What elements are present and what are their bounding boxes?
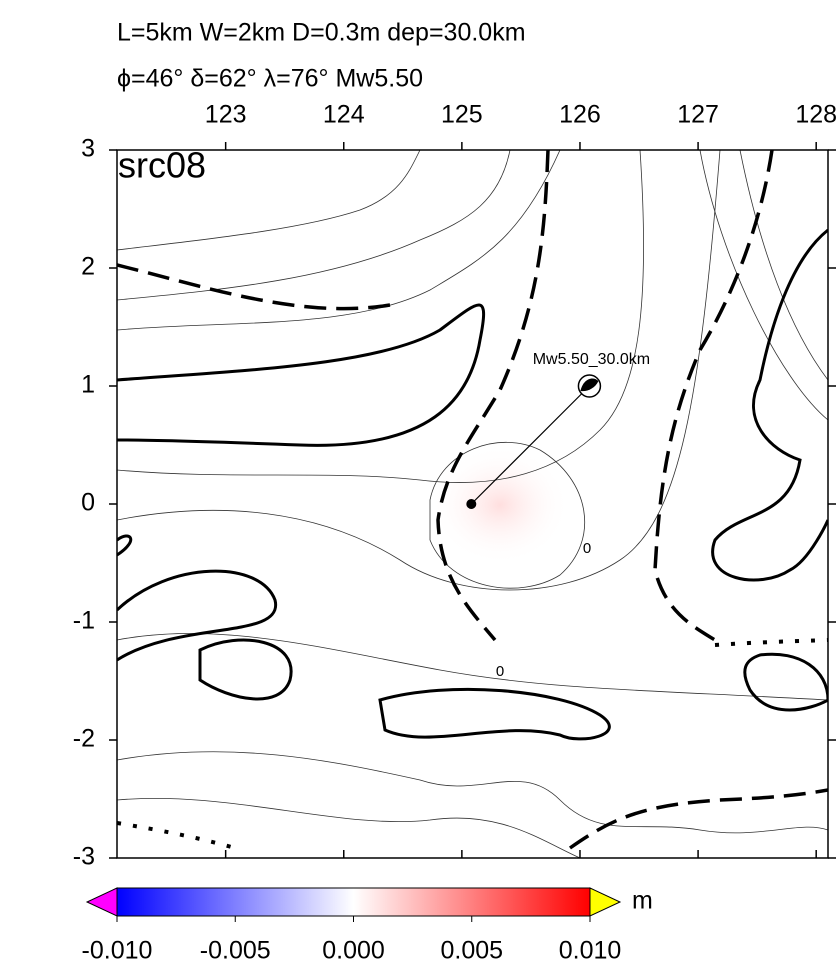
- contour: [117, 150, 421, 251]
- contour: [117, 751, 828, 834]
- contour-dotted: [117, 821, 236, 850]
- contour-dotted: [714, 638, 828, 647]
- y-tick-label: 1: [81, 371, 95, 399]
- y-tick-label: 0: [81, 489, 95, 517]
- x-tick-label: 125: [441, 101, 483, 129]
- contour: [117, 797, 581, 858]
- colorbar-tick-label: 0.005: [440, 937, 503, 965]
- colorbar-low-triangle: [85, 887, 118, 917]
- y-tick-label: 2: [81, 253, 95, 281]
- x-tick-label: 126: [559, 101, 601, 129]
- contour-bold: [378, 687, 611, 741]
- slip-blob: [430, 445, 570, 565]
- contour-label: 0: [583, 540, 591, 557]
- colorbar-high-triangle: [589, 887, 622, 917]
- connector: [470, 385, 590, 505]
- colorbar-tick-label: 0.010: [559, 937, 622, 965]
- title-line-1: L=5km W=2km D=0.3m dep=30.0km: [117, 19, 526, 47]
- y-tick-label: -2: [73, 725, 95, 753]
- contour: [117, 150, 644, 483]
- y-tick-label: 3: [81, 135, 95, 163]
- contour-dashed: [653, 150, 774, 642]
- epicenter: [466, 499, 477, 509]
- contour-bold: [117, 569, 278, 662]
- contour-bold: [117, 303, 486, 447]
- contour-bold: [117, 534, 133, 557]
- contour: [117, 150, 721, 591]
- title-line-2: ϕ=46° δ=62° λ=76° Mw5.50: [117, 65, 423, 93]
- source-label: Mw5.50_30.0km: [533, 351, 650, 368]
- contour-bold: [711, 228, 828, 582]
- contour: [117, 633, 828, 701]
- x-tick-label: 123: [205, 101, 247, 129]
- colorbar-unit: m: [632, 887, 653, 915]
- contour-dashed: [436, 150, 550, 642]
- colorbar-tick-label: 0.000: [322, 937, 385, 965]
- beachball-quadrant: [580, 378, 599, 392]
- x-tick-label: 127: [677, 101, 719, 129]
- contour: [117, 150, 511, 301]
- contour-dashed: [117, 263, 391, 311]
- contour: [117, 150, 561, 331]
- y-tick-label: -1: [73, 607, 95, 635]
- map-label: src08: [118, 145, 206, 186]
- colorbar-tick-label: -0.005: [200, 937, 271, 965]
- contour-label: 0: [496, 663, 504, 680]
- contour-bold: [198, 638, 293, 701]
- contour-bold: [743, 652, 828, 712]
- y-tick-label: -3: [73, 843, 95, 871]
- x-tick-label: 124: [323, 101, 365, 129]
- contour: [429, 442, 586, 589]
- colorbar: [116, 887, 591, 917]
- contour-dashed: [568, 788, 828, 850]
- colorbar-tick-label: -0.010: [82, 937, 153, 965]
- contours: 0 0: [117, 150, 828, 858]
- x-tick-label: 128: [795, 101, 837, 129]
- contour: [699, 150, 828, 421]
- contour: [739, 150, 828, 381]
